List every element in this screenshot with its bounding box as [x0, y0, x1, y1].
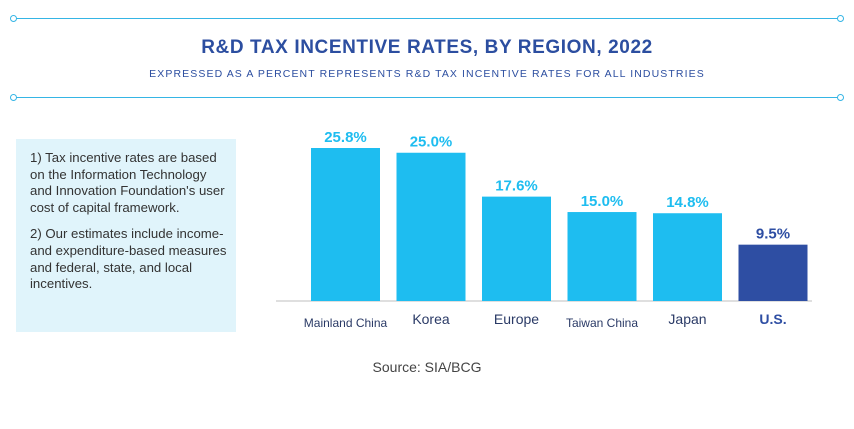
tick-label: Taiwan China: [566, 316, 638, 330]
bar: [482, 196, 551, 301]
data-label: 14.8%: [666, 194, 709, 211]
tick-label: U.S.: [759, 311, 786, 327]
bar: [567, 212, 637, 301]
bar: [738, 244, 808, 301]
source-note: Source: SIA/BCG: [372, 359, 482, 375]
note-1: 1) Tax incentive rates are based on the …: [30, 150, 225, 215]
tick-label: Europe: [494, 311, 539, 327]
data-label: 17.6%: [495, 178, 538, 195]
notes-box: 1) Tax incentive rates are based on the …: [16, 139, 236, 332]
tick-label: Mainland China: [304, 316, 388, 330]
top-divider: [10, 15, 844, 22]
tick-label: Japan: [668, 311, 706, 327]
chart-title: R&D TAX INCENTIVE RATES, BY REGION, 2022: [201, 37, 653, 58]
note-2: 2) Our estimates include income- and exp…: [30, 226, 227, 292]
data-label: 25.0%: [410, 134, 453, 151]
data-label: 25.8%: [324, 129, 367, 146]
bar: [653, 213, 722, 301]
chart-subtitle: EXPRESSED AS A PERCENT REPRESENTS R&D TA…: [149, 68, 705, 80]
data-label: 15.0%: [581, 193, 624, 210]
data-label: 9.5%: [756, 226, 790, 243]
bar: [311, 148, 380, 301]
tick-label: Korea: [412, 311, 450, 327]
bottom-divider: [10, 94, 844, 101]
bar: [396, 152, 466, 301]
